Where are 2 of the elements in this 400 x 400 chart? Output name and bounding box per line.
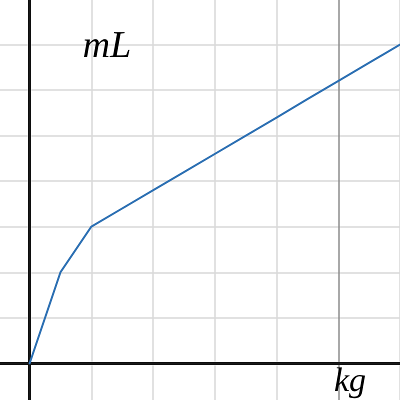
y-axis-title: mL bbox=[82, 24, 132, 66]
x-axis-title: kg bbox=[334, 362, 366, 399]
